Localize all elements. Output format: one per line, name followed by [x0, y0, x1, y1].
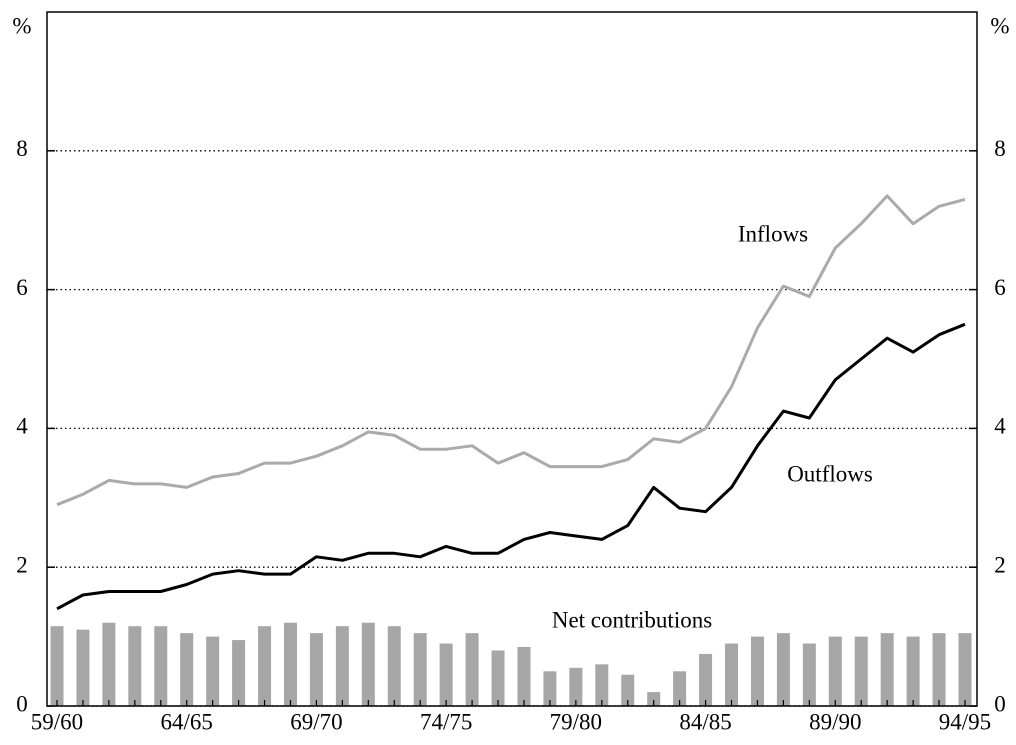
y2-tick-label: 4 — [994, 414, 1006, 439]
bar — [102, 622, 116, 706]
bar — [439, 643, 453, 706]
bar — [76, 629, 90, 706]
bar — [958, 633, 972, 706]
y2-tick-label: 2 — [994, 552, 1006, 577]
bar — [465, 633, 479, 706]
y-axis-unit-right: % — [990, 13, 1009, 38]
x-tick-label: 74/75 — [420, 709, 472, 734]
bar — [413, 633, 427, 706]
x-tick-label: 94/95 — [939, 709, 991, 734]
bar — [258, 626, 272, 706]
y-tick-label: 2 — [16, 552, 28, 577]
x-tick-label: 79/80 — [550, 709, 602, 734]
bar — [491, 650, 505, 706]
bar — [232, 640, 246, 706]
y2-tick-label: 0 — [994, 691, 1006, 716]
bar — [128, 626, 142, 706]
y2-tick-label: 8 — [994, 136, 1006, 161]
y-tick-label: 6 — [16, 275, 28, 300]
bar — [543, 671, 557, 706]
annotation: Net contributions — [552, 607, 712, 632]
bar — [206, 636, 220, 706]
bar — [50, 626, 64, 706]
bar — [828, 636, 842, 706]
bar — [154, 626, 168, 706]
x-tick-label: 84/85 — [679, 709, 731, 734]
bar — [283, 622, 297, 706]
y-axis-unit-left: % — [12, 13, 31, 38]
x-tick-label: 69/70 — [290, 709, 342, 734]
bar — [647, 692, 661, 706]
y-tick-label: 0 — [16, 691, 28, 716]
bar — [309, 633, 323, 706]
bar — [880, 633, 894, 706]
bar — [932, 633, 946, 706]
bar — [595, 664, 609, 706]
bar — [569, 667, 583, 706]
bar — [361, 622, 375, 706]
bar — [673, 671, 687, 706]
y-tick-label: 4 — [16, 414, 28, 439]
bar — [854, 636, 868, 706]
line — [56, 194, 966, 507]
bar — [335, 626, 349, 706]
bar — [621, 674, 635, 706]
bar — [906, 636, 920, 706]
bar — [802, 643, 816, 706]
x-tick-label: 64/65 — [161, 709, 213, 734]
x-tick-label: 89/90 — [809, 709, 861, 734]
annotation: Outflows — [787, 461, 873, 486]
bar — [725, 643, 739, 706]
plot-frame — [46, 11, 978, 707]
annotation: Inflows — [738, 221, 808, 246]
bar — [387, 626, 401, 706]
bar — [750, 636, 764, 706]
line — [56, 322, 966, 611]
bar — [180, 633, 194, 706]
y-tick-label: 8 — [16, 136, 28, 161]
bar — [776, 633, 790, 706]
bar — [517, 647, 531, 706]
y2-tick-label: 6 — [994, 275, 1006, 300]
bar — [699, 653, 713, 706]
x-tick-label: 59/60 — [31, 709, 83, 734]
